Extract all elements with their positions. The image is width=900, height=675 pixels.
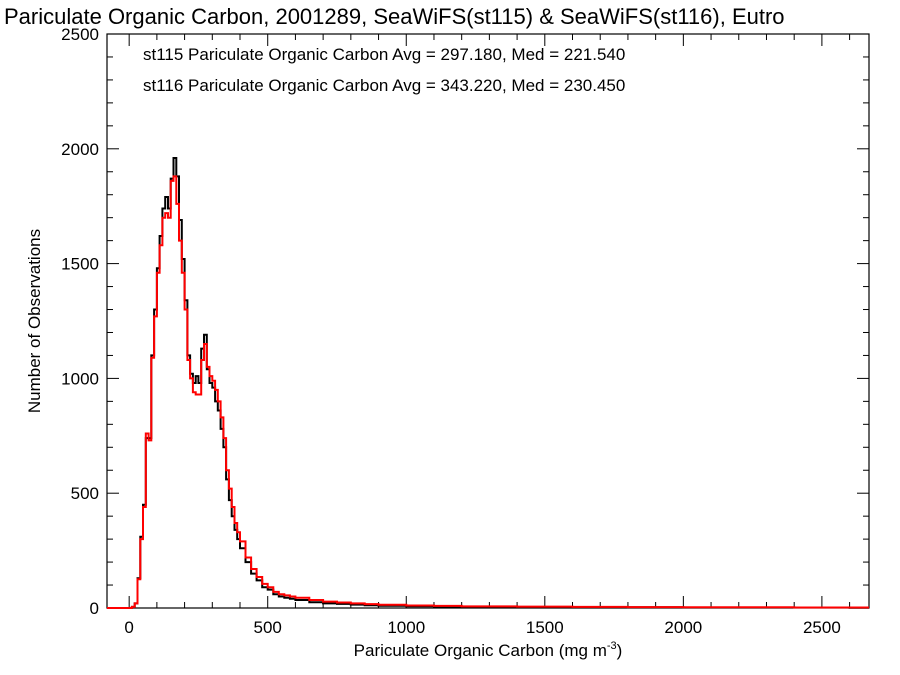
chart-title: Pariculate Organic Carbon, 2001289, SeaW… [4,4,785,29]
x-tick-label: 1500 [526,618,564,637]
x-tick-label: 2000 [664,618,702,637]
x-tick-label: 0 [124,618,133,637]
x-tick-label: 500 [254,618,282,637]
x-axis-label-text: Pariculate Organic Carbon (mg m [354,641,607,660]
y-tick-label: 1000 [61,369,99,388]
x-axis-ticks: 0 500 1000 1500 2000 2500 [124,34,851,637]
x-tick-label: 2500 [803,618,841,637]
series-line-st116 [107,175,869,609]
y-tick-label: 1500 [61,255,99,274]
x-axis-label-superscript: -3 [607,640,617,652]
series-line-st115 [107,157,869,609]
y-tick-label: 2500 [61,25,99,44]
y-axis-ticks: 0 500 1000 1500 2000 2500 [61,25,869,618]
y-axis-label: Number of Observations [25,229,44,413]
series-layer [107,157,869,609]
x-axis-label: Pariculate Organic Carbon (mg m-3) [354,640,623,660]
y-tick-label: 0 [90,599,99,618]
y-tick-label: 2000 [61,140,99,159]
x-tick-label: 1000 [387,618,425,637]
legend-entry-st115: st115 Pariculate Organic Carbon Avg = 29… [143,45,625,64]
legend-entry-st116: st116 Pariculate Organic Carbon Avg = 34… [143,76,625,95]
y-tick-label: 500 [71,484,99,503]
x-axis-label-close: ) [617,641,623,660]
plot-frame [106,33,870,609]
